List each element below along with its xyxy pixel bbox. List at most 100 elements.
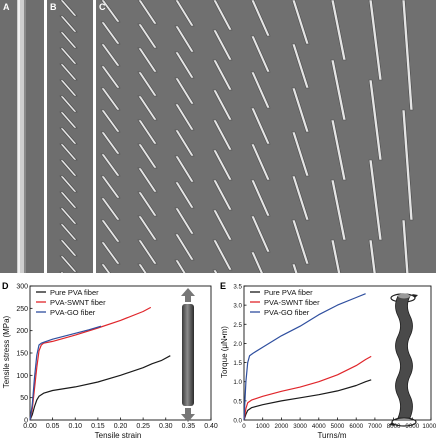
fiber-strand [59, 95, 78, 113]
y-tick-label: 1.0 [233, 379, 242, 386]
fiber-strand [174, 129, 195, 157]
fiber-strand [137, 239, 158, 265]
fiber-strand [330, 239, 341, 273]
fiber-strand [174, 207, 195, 235]
panel-label-e: E [220, 281, 227, 291]
fiber-strand [59, 0, 78, 17]
fiber-strand [250, 179, 271, 217]
fiber-strand [212, 209, 233, 241]
fiber-strand [59, 223, 78, 241]
chart-d-legend: Pure PVA fiber PVA-SWNT fiber PVA-GO fib… [36, 288, 106, 317]
fiber-strand [330, 119, 347, 181]
fiber-strand [401, 219, 410, 273]
fiber-strand [368, 239, 377, 273]
fiber-strand [137, 71, 158, 97]
fiber-strand [137, 167, 158, 193]
x-tick-label: 0.20 [114, 423, 128, 430]
fiber-strand [174, 233, 195, 261]
fiber-strand [174, 259, 187, 273]
fiber-strand [250, 251, 264, 273]
chart-e-ylabel: Torque (μN•m) [220, 326, 229, 378]
fiber-strand [137, 191, 158, 217]
y-tick-label: 3.0 [233, 303, 242, 310]
x-tick-label: 6000 [349, 423, 363, 430]
legend-label-pure-pva: Pure PVA fiber [264, 288, 313, 297]
fiber-strand [59, 175, 78, 193]
fiber-strand [137, 119, 158, 145]
fiber-strand [100, 0, 121, 23]
fiber-strand [174, 25, 195, 53]
tension-fiber-schematic [181, 288, 195, 422]
rotation-arrowhead-bottom-icon [389, 422, 395, 426]
fiber-strand [137, 143, 158, 169]
chart-d-ylabel: Tensile stress (MPa) [2, 315, 11, 388]
fiber-strand [100, 87, 121, 111]
y-tick-label: 1.5 [233, 360, 242, 367]
fiber-strand [100, 263, 111, 273]
y-tick-label: 0 [24, 418, 28, 425]
fiber-strand [212, 239, 233, 271]
y-tick-label: 300 [16, 284, 28, 291]
x-tick-label: 0.30 [159, 423, 173, 430]
fiber-strand [174, 103, 195, 131]
fiber-strand [368, 159, 383, 241]
panel-label-b: B [50, 2, 57, 12]
chart-e-xlabel: Turns/m [317, 431, 346, 440]
x-tick-label: 1000 [256, 423, 270, 430]
fiber-strand [368, 0, 383, 81]
x-tick-label: 0.40 [204, 423, 218, 430]
x-tick-label: 7000 [368, 423, 382, 430]
series-line-pva-go-fiber [29, 325, 102, 421]
legend-label-pure-pva: Pure PVA fiber [50, 288, 99, 297]
fiber-strand [330, 179, 347, 241]
fiber-strand [291, 43, 310, 89]
y-tick-label: 2.5 [233, 322, 242, 329]
chart-e-torque-turns: 0 1000 2000 3000 4000 5000 6000 7000 8000 9000 100… [220, 284, 436, 440]
y-tick-label: 250 [16, 306, 28, 313]
fiber-strand [100, 109, 121, 133]
x-tick-label: 2000 [275, 423, 289, 430]
fiber-strand [59, 111, 78, 129]
x-tick-label: 0.15 [91, 423, 105, 430]
straight-fiber-image [0, 0, 44, 273]
rotation-arrow-bottom-icon [391, 417, 417, 427]
y-tick-label: 100 [16, 373, 28, 380]
fiber-strand [291, 219, 310, 265]
fiber-strand [212, 179, 233, 211]
fiber-strand [291, 0, 310, 45]
fiber-strand [212, 29, 233, 61]
sem-panel-b: B [47, 0, 93, 273]
fiber-strand [137, 215, 158, 241]
sem-panel-c: C [96, 0, 436, 273]
fiber-strand [59, 239, 78, 257]
fiber-strand [137, 95, 158, 121]
fiber-strand [250, 107, 271, 145]
fiber-strand [212, 119, 233, 151]
fiber-strand [250, 35, 271, 73]
fiber-strand [59, 31, 78, 49]
fiber-strand [330, 0, 347, 61]
twisted-fiber-image [47, 0, 93, 273]
y-tick-label: 2.0 [233, 341, 242, 348]
legend-label-pva-go: PVA-GO fiber [264, 308, 310, 317]
twisted-fiber-rod [395, 295, 413, 419]
fiber-strand [59, 207, 78, 225]
fiber-strand [212, 59, 233, 91]
fiber-strand [212, 149, 233, 181]
x-tick-label: 4000 [312, 423, 326, 430]
chart-d-xlabel: Tensile strain [95, 431, 142, 440]
torsion-fiber-schematic [389, 293, 418, 427]
fiber-strand [59, 143, 78, 161]
fiber-strand [100, 131, 121, 155]
fiber-strand [250, 215, 271, 253]
fiber-strand [212, 0, 233, 31]
fiber-strand [250, 0, 271, 37]
fiber-strand [137, 263, 148, 273]
fiber-strand [174, 0, 195, 27]
panel-label-c: C [99, 2, 106, 12]
fiber-strand [59, 63, 78, 81]
x-tick-label: 0.05 [46, 423, 60, 430]
fiber-strand [137, 23, 158, 49]
rotation-arrowhead-top-icon [412, 294, 418, 298]
